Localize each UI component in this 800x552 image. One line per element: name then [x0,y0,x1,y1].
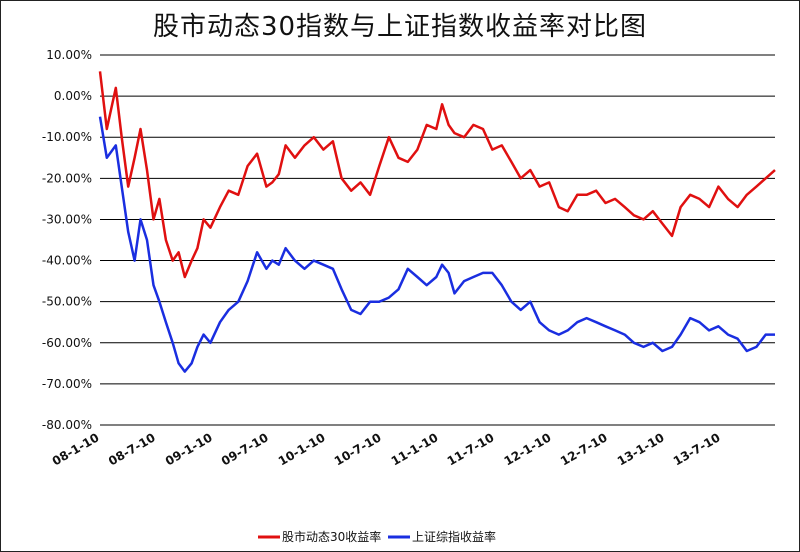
y-tick-label: -10.00% [42,130,92,144]
x-tick-label: 11-1-10 [389,430,441,468]
x-tick-label: 08-7-10 [106,430,158,468]
x-tick-label: 11-7-10 [445,430,497,468]
legend-label-1: 上证综指收益率 [412,529,496,544]
x-tick-label: 12-1-10 [502,430,554,468]
x-tick-label: 13-7-10 [671,430,723,468]
series-lines [98,71,776,373]
x-tick-label: 08-1-10 [50,430,102,468]
y-axis-tick-labels: 10.00% 0.00% -10.00% -20.00% -30.00% -40.00% -… [42,48,92,432]
chart-title: 股市动态30指数与上证指数收益率对比图 [152,12,648,42]
y-tick-label: -50.00% [42,295,92,309]
y-tick-label: 0.00% [54,89,92,103]
gridlines [100,54,775,426]
y-tick-label: -30.00% [42,212,92,226]
legend: 股市动态30收益率 上证综指收益率 [258,529,496,544]
x-tick-label: 09-7-10 [219,430,271,468]
x-tick-label: 13-1-10 [615,430,667,468]
y-tick-label: -20.00% [42,171,92,185]
y-tick-label: -70.00% [42,377,92,391]
x-tick-label: 10-7-10 [332,430,384,468]
legend-label-0: 股市动态30收益率 [282,529,381,544]
series-line-1 [98,116,775,373]
y-tick-label: 10.00% [46,48,92,62]
y-tick-label: -40.00% [42,254,92,268]
x-axis-tick-labels: 08-1-10 08-7-10 09-1-10 09-7-10 10-1-10 10-7-… [50,430,723,468]
x-tick-label: 10-1-10 [276,430,328,468]
x-tick-label: 12-7-10 [558,430,610,468]
y-tick-label: -80.00% [42,418,92,432]
series-line-0 [98,71,776,279]
x-tick-label: 09-1-10 [163,430,215,468]
y-tick-label: -60.00% [42,336,92,350]
